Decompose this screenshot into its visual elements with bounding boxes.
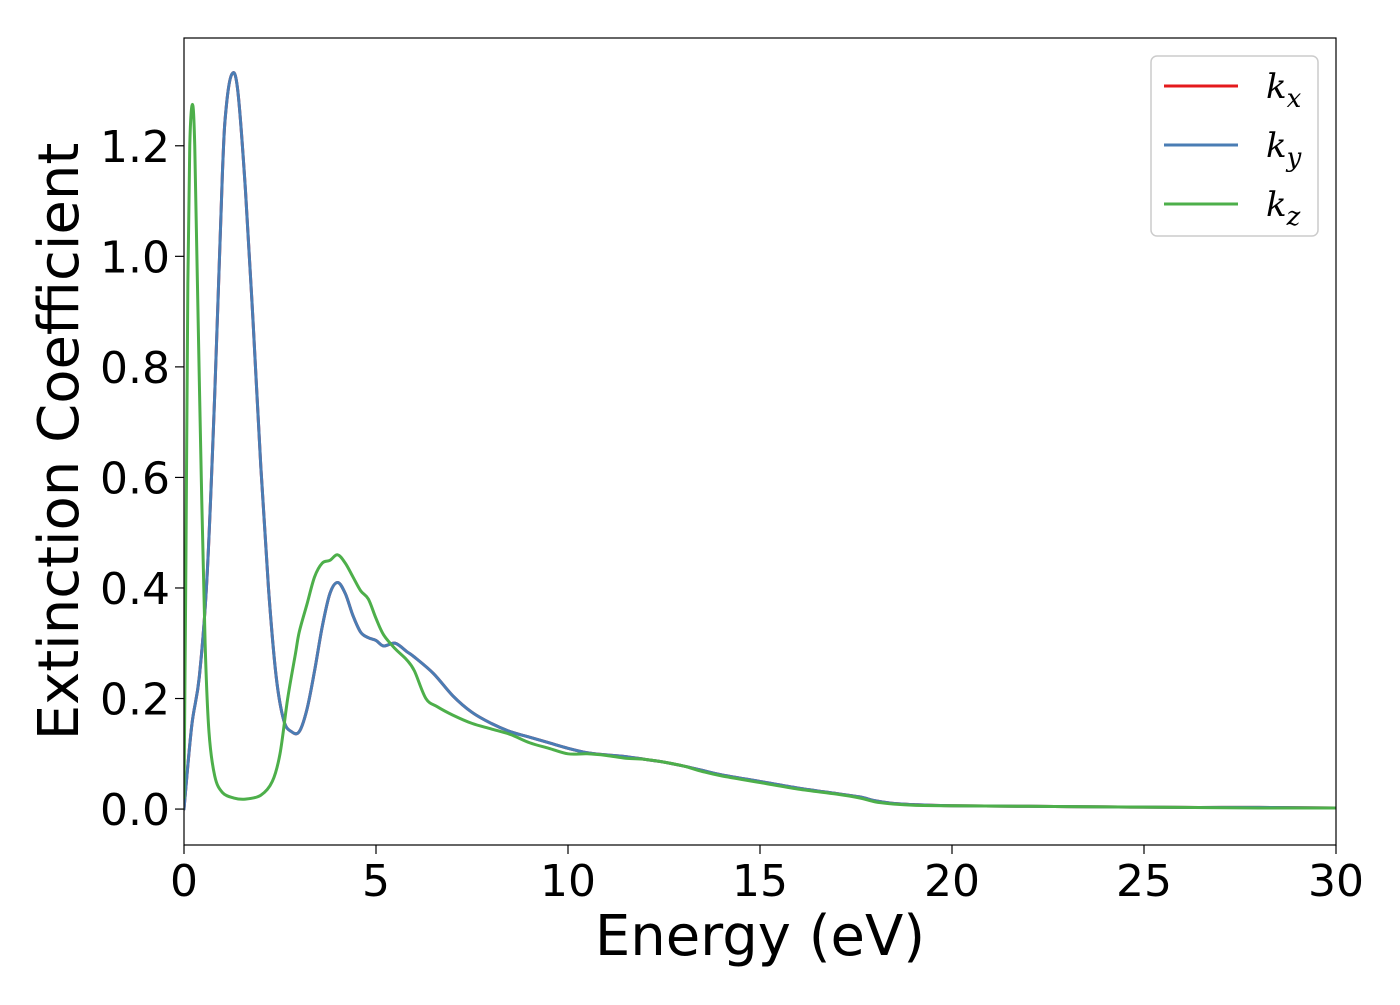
series-line-kz: [184, 102, 1336, 810]
y-axis: 0.0 0.2 0.4 0.6 0.8 1.0 1.2: [100, 122, 184, 836]
x-tick-label: 20: [924, 856, 980, 907]
legend: kx ky kz: [1150, 55, 1319, 237]
y-tick-label: 0.0: [100, 785, 170, 836]
x-tick-label: 15: [732, 856, 788, 907]
series-layer: [184, 71, 1336, 811]
legend-label-kx: kx: [1266, 67, 1302, 114]
y-tick-label: 0.8: [100, 343, 170, 394]
x-axis-title: Energy (eV): [595, 904, 925, 969]
y-axis-title: Extinction Coefficient: [27, 143, 92, 741]
y-tick-label: 0.2: [100, 675, 170, 726]
x-tick-label: 10: [540, 856, 596, 907]
y-tick-label: 1.0: [100, 232, 170, 283]
x-tick-label: 30: [1308, 856, 1364, 907]
x-axis: 0 5 10 15 20 25 30: [170, 845, 1364, 907]
x-tick-label: 5: [362, 856, 390, 907]
y-tick-label: 1.2: [100, 122, 170, 173]
legend-label-ky: ky: [1266, 126, 1302, 173]
legend-label-kz: kz: [1266, 185, 1301, 232]
y-tick-label: 0.4: [100, 564, 170, 615]
x-tick-label: 0: [170, 856, 198, 907]
y-tick-label: 0.6: [100, 453, 170, 504]
x-tick-label: 25: [1116, 856, 1172, 907]
